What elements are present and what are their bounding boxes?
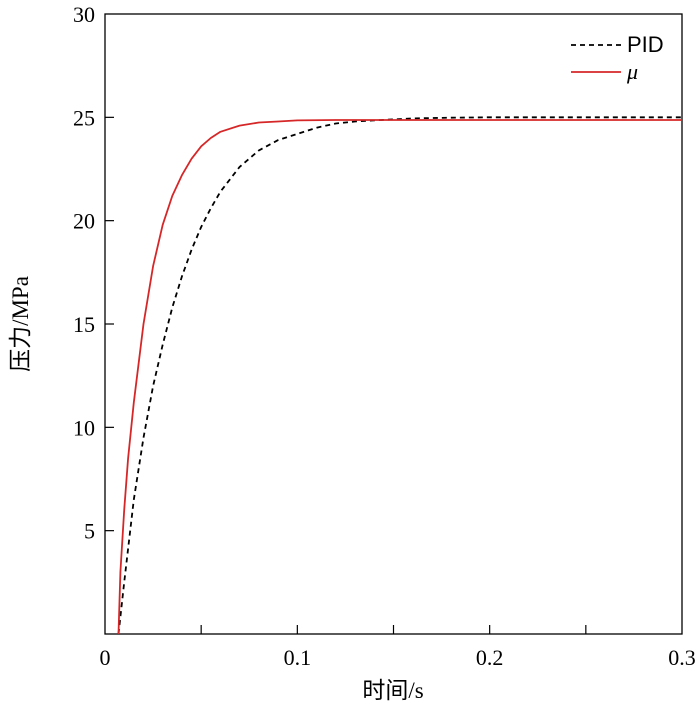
series-line-mu bbox=[117, 119, 682, 635]
y-tick-label: 25 bbox=[73, 105, 95, 130]
y-tick-label: 20 bbox=[73, 209, 95, 234]
legend: PID μ bbox=[571, 32, 664, 84]
y-tick-label: 10 bbox=[73, 415, 95, 440]
legend-label-mu: μ bbox=[626, 59, 638, 84]
y-axis-title: 压力/MPa bbox=[8, 276, 33, 372]
x-tick-label: 0 bbox=[100, 645, 111, 670]
x-tick-label: 0.2 bbox=[476, 645, 504, 670]
axis-tick-labels: 0 0.1 0.2 0.3 5 10 15 20 25 30 bbox=[73, 2, 696, 670]
x-tick-label: 0.3 bbox=[668, 645, 696, 670]
series-layer bbox=[117, 116, 682, 635]
y-tick-label: 5 bbox=[84, 519, 95, 544]
legend-label-pid: PID bbox=[627, 32, 664, 57]
axis-ticks bbox=[105, 116, 587, 634]
y-tick-label: 15 bbox=[73, 312, 95, 337]
series-line-pid bbox=[117, 116, 682, 635]
y-tick-label: 30 bbox=[73, 2, 95, 27]
x-axis-title: 时间/s bbox=[362, 678, 423, 703]
x-tick-label: 0.1 bbox=[284, 645, 312, 670]
plot-area-frame bbox=[104, 13, 683, 635]
